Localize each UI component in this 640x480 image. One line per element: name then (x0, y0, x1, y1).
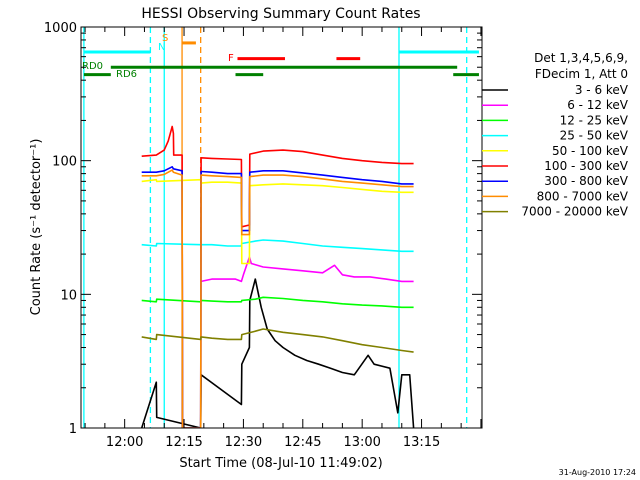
legend-label-50-100-kev: 50 - 100 keV (552, 144, 629, 158)
flag-label-f: F (228, 53, 234, 64)
legend-label-25-50-kev: 25 - 50 keV (560, 129, 629, 143)
flag-label-n: N (158, 42, 165, 53)
x-tick-label-3: 12:45 (284, 435, 321, 450)
x-tick-label-5: 13:15 (403, 435, 440, 450)
series-line-3-6-kev-0 (140, 278, 415, 428)
chart-title: HESSI Observing Summary Count Rates (141, 6, 420, 22)
x-tick-label-4: 13:00 (343, 435, 380, 450)
y-tick-label-2: 100 (52, 155, 77, 170)
y-axis-label: Count Rate (s⁻¹ detector⁻¹) (29, 139, 44, 316)
series-line-6-12-kev-0 (200, 256, 414, 283)
series-line-7000-20000-kev-0 (141, 328, 414, 353)
legend-label-12-25-kev: 12 - 25 keV (560, 113, 629, 127)
y-tick-label-3: 1000 (44, 21, 77, 36)
y-tick-label-1: 10 (60, 288, 77, 303)
x-tick-label-0: 12:00 (106, 435, 143, 450)
series-line-100-300-kev-0 (141, 125, 414, 428)
plot-area (83, 27, 479, 428)
x-tick-label-1: 12:15 (165, 435, 202, 450)
flag-label-s: S (162, 33, 168, 44)
legend-label-3-6-kev: 3 - 6 keV (575, 83, 629, 97)
legend-title-line-2: FDecim 1, Att 0 (535, 67, 628, 81)
series-line-800-7000-kev-0 (141, 169, 414, 428)
flag-label-rd6: RD6 (116, 69, 137, 80)
footer-date: 31-Aug-2010 17:24 (559, 468, 636, 477)
legend-label-800-7000-kev: 800 - 7000 keV (537, 189, 629, 203)
y-tick-label-0: 1 (69, 422, 77, 437)
legend-label-6-12-kev: 6 - 12 keV (567, 98, 629, 112)
x-axis-label: Start Time (08-Jul-10 11:49:02) (179, 456, 382, 471)
x-tick-label-2: 12:30 (225, 435, 262, 450)
legend-label-100-300-kev: 100 - 300 keV (544, 159, 628, 173)
plot-frame (80, 26, 483, 429)
legend-label-7000-20000-kev: 7000 - 20000 keV (521, 205, 628, 219)
legend-label-300-800-kev: 300 - 800 keV (544, 174, 628, 188)
legend-title-line-1: Det 1,3,4,5,6,9, (534, 51, 628, 65)
flag-label-rd0: RD0 (82, 61, 103, 72)
